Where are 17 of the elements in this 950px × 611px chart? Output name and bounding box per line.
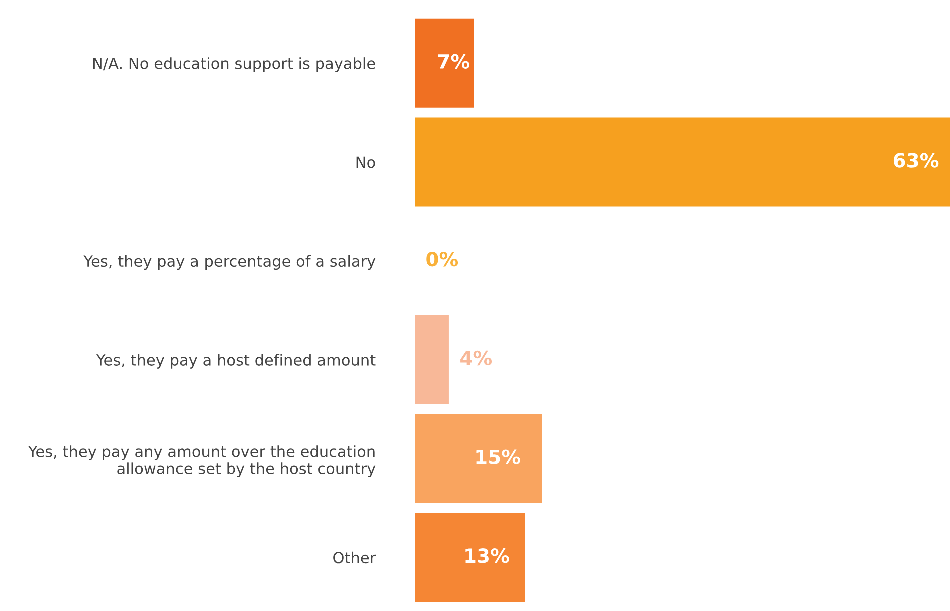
y-tick-label: No <box>356 156 376 168</box>
data-label: 7% <box>438 54 470 70</box>
y-tick-label: Yes, they pay a percentage of a salary <box>84 255 376 270</box>
bar <box>415 414 542 504</box>
data-label: 4% <box>460 350 492 366</box>
y-tick-label: Yes, they pay a host defined amount <box>96 354 376 369</box>
y-tick-label: N/A. No education support is payable <box>93 58 376 72</box>
bar <box>415 315 449 404</box>
y-tick-label: Other <box>334 552 376 564</box>
data-label: 0% <box>426 252 458 267</box>
bar <box>415 18 474 108</box>
data-label: 15% <box>476 450 520 464</box>
data-label: 13% <box>466 548 510 564</box>
y-tick-label: Yes, they pay any amount over the education allowance set by the host country <box>28 446 376 478</box>
data-label: 63% <box>894 153 939 168</box>
bar <box>415 513 526 602</box>
bar <box>415 118 950 207</box>
